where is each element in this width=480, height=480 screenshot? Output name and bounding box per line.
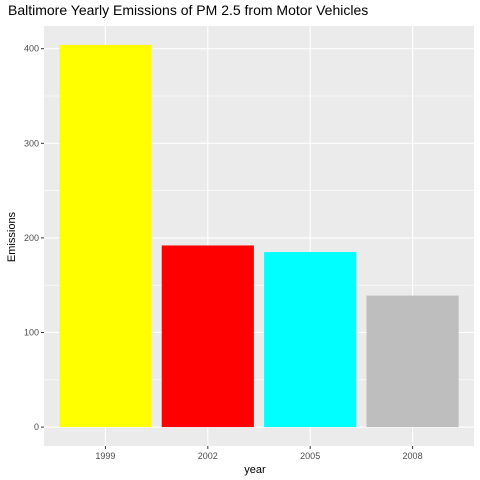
x-axis-title: year [244,464,266,476]
y-tick-label: 300 [24,138,39,148]
x-axis: 1999 2002 2005 2008 [95,446,423,461]
y-axis-title: Emissions [6,211,18,262]
x-tick-label: 2008 [403,451,423,461]
x-tick-label: 2005 [300,451,320,461]
y-axis: 0 100 200 300 400 [24,44,44,432]
bar-2005 [264,252,357,428]
bar-2008 [366,295,459,428]
y-tick-label: 200 [24,233,39,243]
y-tick-label: 400 [24,44,39,54]
y-tick-label: 100 [24,327,39,337]
bars [59,44,459,428]
bar-1999 [59,44,152,428]
x-tick-label: 1999 [95,451,115,461]
y-tick-label: 0 [34,422,39,432]
x-tick-label: 2002 [198,451,218,461]
chart-title: Baltimore Yearly Emissions of PM 2.5 fro… [8,2,368,18]
bar-2002 [161,245,254,428]
